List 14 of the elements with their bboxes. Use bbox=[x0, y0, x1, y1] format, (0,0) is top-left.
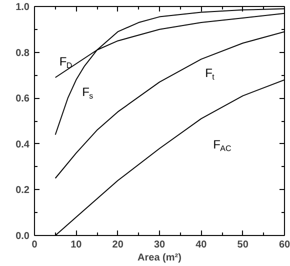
x-tick-label: 20 bbox=[112, 240, 124, 250]
x-tick-label: 50 bbox=[237, 240, 249, 250]
y-tick-label: 0.8 bbox=[16, 48, 30, 59]
x-tick-label: 10 bbox=[70, 240, 82, 250]
x-tick-label: 30 bbox=[154, 240, 166, 250]
y-tick-label: 0.4 bbox=[16, 139, 30, 150]
x-tick-label: 0 bbox=[32, 240, 38, 250]
x-tick-label: 40 bbox=[196, 240, 208, 250]
y-tick-label: 1.0 bbox=[16, 2, 30, 13]
y-tick-label: 0.6 bbox=[16, 94, 30, 105]
x-tick-label: 60 bbox=[278, 240, 290, 250]
y-tick-label: 0.0 bbox=[16, 231, 30, 242]
x-axis-title: Area (m²) bbox=[138, 252, 182, 264]
y-tick-label: 0.2 bbox=[16, 185, 30, 196]
